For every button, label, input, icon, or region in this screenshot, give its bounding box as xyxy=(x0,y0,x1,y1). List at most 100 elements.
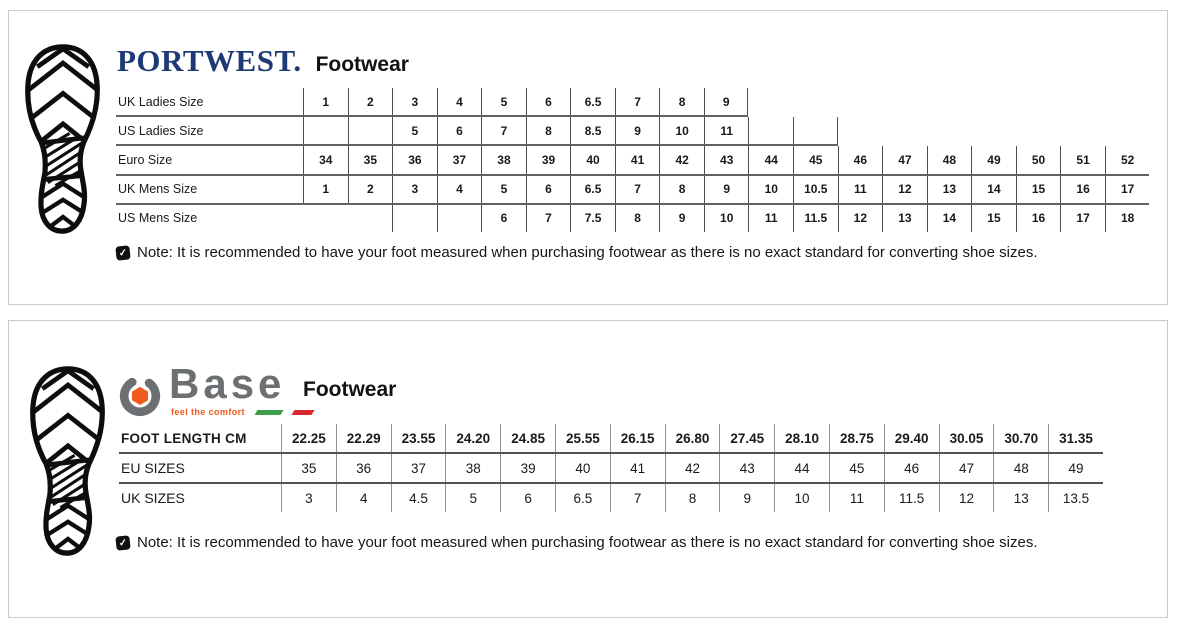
size-cell: 29.40 xyxy=(883,424,939,452)
size-cell: 16 xyxy=(1060,175,1105,203)
size-cell: 6 xyxy=(481,204,526,232)
size-cell: 14 xyxy=(971,175,1016,203)
size-cell: 9 xyxy=(659,204,704,232)
size-cell: 4 xyxy=(335,484,391,512)
table-row: FOOT LENGTH CM 22.25 22.29 23.55 24.20 24.85 2… xyxy=(119,424,1103,454)
row-label: UK Ladies Size xyxy=(118,94,204,109)
size-cell: 40 xyxy=(570,146,615,174)
size-cell: 4 xyxy=(436,88,482,116)
size-cell: 1 xyxy=(303,175,348,203)
size-cell: 3 xyxy=(281,484,336,512)
portwest-panel: PORTWEST. Footwear UK Ladies Size 1 2 3 4 5 6 6… xyxy=(8,10,1168,305)
size-cell: 26.80 xyxy=(664,424,720,452)
size-cell: 6 xyxy=(500,484,555,512)
size-cell: 8.5 xyxy=(570,117,615,145)
size-cell: 30.05 xyxy=(938,424,994,452)
table-row: Euro Size 34 35 36 37 38 39 40 41 42 43 44 45 46 47 48 4… xyxy=(116,146,1150,176)
size-cell: 5 xyxy=(481,88,526,116)
portwest-size-table: UK Ladies Size 1 2 3 4 5 6 6.5 7 8 9 US Ladies Size… xyxy=(116,88,1150,232)
size-cell: 9 xyxy=(719,484,774,512)
size-cell: 40 xyxy=(554,454,610,482)
size-cell xyxy=(436,204,482,232)
size-cell: 28.10 xyxy=(774,424,829,452)
table-row: EU SIZES 35 36 37 38 39 40 41 42 43 44 45 46 47 48 49 xyxy=(119,454,1103,484)
size-cell: 17 xyxy=(1060,204,1105,232)
size-cell: 5 xyxy=(392,117,437,145)
size-cell: 10 xyxy=(774,484,829,512)
size-cell: 13 xyxy=(926,175,972,203)
size-cell: 37 xyxy=(436,146,482,174)
size-cell: 43 xyxy=(703,146,749,174)
base-logo: Base xyxy=(169,360,286,407)
size-cell: 28.75 xyxy=(828,424,884,452)
size-cell: 36 xyxy=(392,146,437,174)
flag-red-dash-icon xyxy=(291,409,315,415)
size-cell: 45 xyxy=(793,146,838,174)
size-cell: 35 xyxy=(281,454,336,482)
table-row: US Mens Size 6 7 7.5 8 9 10 11 11.5 12 13 14 15 16 17 1… xyxy=(116,204,1150,232)
size-cell: 5 xyxy=(445,484,500,512)
size-cell: 7 xyxy=(525,204,571,232)
size-cell xyxy=(303,117,348,145)
size-cell: 18 xyxy=(1104,204,1150,232)
size-cell: 24.20 xyxy=(445,424,500,452)
size-cell: 47 xyxy=(938,454,994,482)
size-cell: 23.55 xyxy=(390,424,446,452)
note-check-icon: ✓ xyxy=(115,534,131,551)
flag-green-dash-icon xyxy=(254,409,284,415)
size-cell: 42 xyxy=(659,146,704,174)
row-label: FOOT LENGTH CM xyxy=(121,430,247,446)
size-cell: 12 xyxy=(837,204,883,232)
size-cell: 8 xyxy=(664,484,720,512)
size-cell xyxy=(748,117,793,145)
portwest-header: PORTWEST. Footwear xyxy=(117,45,409,76)
size-cell xyxy=(347,117,393,145)
size-cell: 2 xyxy=(347,175,393,203)
size-cell: 15 xyxy=(971,204,1016,232)
size-cell: 8 xyxy=(659,88,704,116)
size-cell: 6.5 xyxy=(554,484,610,512)
size-cell: 8 xyxy=(525,117,571,145)
size-cell: 12 xyxy=(882,175,927,203)
size-cell: 8 xyxy=(659,175,704,203)
size-cell: 41 xyxy=(614,146,660,174)
size-cell: 6 xyxy=(436,117,482,145)
size-cell: 39 xyxy=(500,454,555,482)
size-cell: 46 xyxy=(837,146,883,174)
size-cell: 15 xyxy=(1015,175,1061,203)
size-cell: 10 xyxy=(659,117,704,145)
row-label: US Ladies Size xyxy=(118,123,204,138)
hex-nut-icon xyxy=(119,375,161,417)
size-cell: 11 xyxy=(828,484,884,512)
row-label: Euro Size xyxy=(118,152,173,167)
table-row: US Ladies Size 5 6 7 8 8.5 9 10 11 xyxy=(116,117,838,147)
size-cell: 9 xyxy=(703,88,749,116)
size-cell: 50 xyxy=(1015,146,1061,174)
size-cell: 27.45 xyxy=(719,424,774,452)
size-cell: 49 xyxy=(971,146,1016,174)
size-cell: 11 xyxy=(837,175,883,203)
size-cell xyxy=(793,117,838,145)
size-cell: 6 xyxy=(525,88,571,116)
size-cell: 45 xyxy=(828,454,884,482)
size-cell: 6.5 xyxy=(570,175,615,203)
size-cell: 11 xyxy=(748,204,793,232)
base-note: ✓ Note: It is recommended to have your f… xyxy=(115,534,1037,551)
size-cell: 13 xyxy=(882,204,927,232)
size-cell: 38 xyxy=(445,454,500,482)
size-cell: 36 xyxy=(335,454,391,482)
size-cell: 11.5 xyxy=(793,204,838,232)
size-cell: 9 xyxy=(703,175,749,203)
note-check-icon: ✓ xyxy=(115,244,131,261)
size-cell: 22.29 xyxy=(335,424,391,452)
size-cell: 35 xyxy=(347,146,393,174)
portwest-logo: PORTWEST. xyxy=(117,43,302,78)
row-label: UK SIZES xyxy=(121,490,185,506)
size-cell: 12 xyxy=(938,484,994,512)
note-text: Note: It is recommended to have your foo… xyxy=(137,244,1038,261)
size-cell: 4 xyxy=(436,175,482,203)
size-cell: 43 xyxy=(719,454,774,482)
size-cell: 16 xyxy=(1015,204,1061,232)
table-row: UK SIZES 3 4 4.5 5 6 6.5 7 8 9 10 11 11.5 12 13 13.5 xyxy=(119,484,1103,512)
size-cell: 17 xyxy=(1104,175,1150,203)
